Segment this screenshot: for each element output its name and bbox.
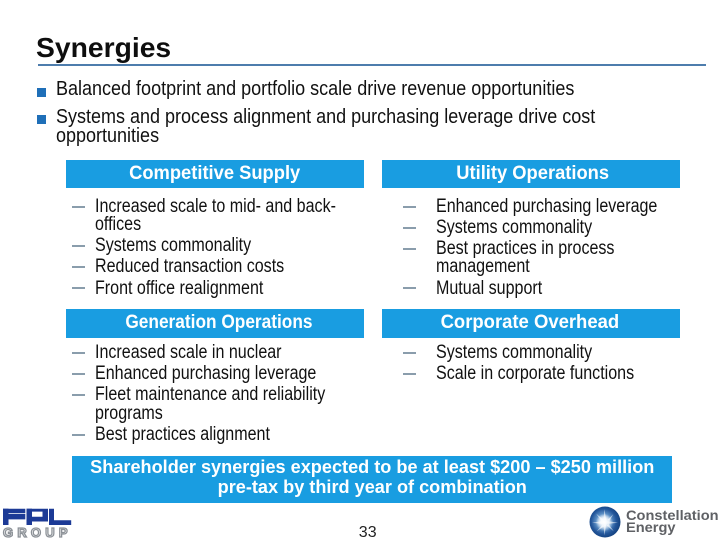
- svg-text:GROUP: GROUP: [3, 524, 70, 539]
